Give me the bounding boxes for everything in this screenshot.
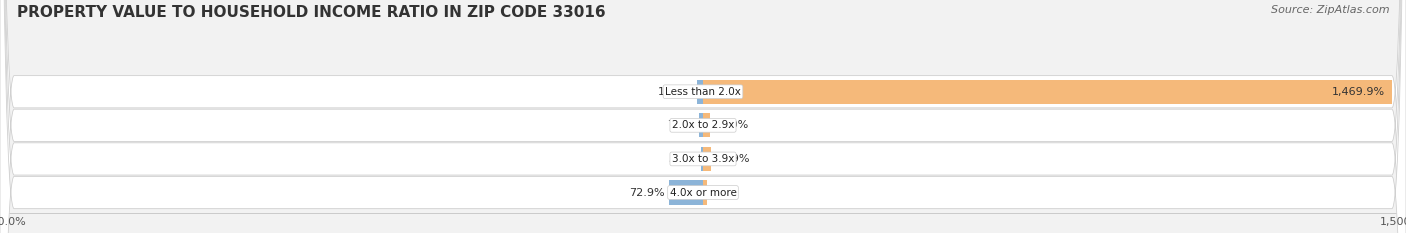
Text: 3.0x to 3.9x: 3.0x to 3.9x: [672, 154, 734, 164]
Text: 16.0%: 16.0%: [714, 120, 749, 130]
Text: 4.0x or more: 4.0x or more: [669, 188, 737, 198]
Text: 17.9%: 17.9%: [716, 154, 751, 164]
Text: Source: ZipAtlas.com: Source: ZipAtlas.com: [1271, 5, 1389, 15]
Bar: [669, 180, 703, 205]
Text: 7.7%: 7.7%: [666, 120, 696, 130]
Text: PROPERTY VALUE TO HOUSEHOLD INCOME RATIO IN ZIP CODE 33016: PROPERTY VALUE TO HOUSEHOLD INCOME RATIO…: [17, 5, 606, 20]
Text: 7.9%: 7.9%: [710, 188, 740, 198]
Text: 13.3%: 13.3%: [658, 87, 693, 97]
Bar: [697, 80, 703, 104]
Text: 72.9%: 72.9%: [630, 188, 665, 198]
Bar: [703, 80, 1392, 104]
Text: 5.0%: 5.0%: [669, 154, 697, 164]
Text: 1,469.9%: 1,469.9%: [1331, 87, 1385, 97]
Bar: [703, 147, 711, 171]
Text: Less than 2.0x: Less than 2.0x: [665, 87, 741, 97]
Bar: [700, 147, 703, 171]
Bar: [703, 113, 710, 137]
Bar: [703, 180, 707, 205]
Bar: [699, 113, 703, 137]
Text: 2.0x to 2.9x: 2.0x to 2.9x: [672, 120, 734, 130]
